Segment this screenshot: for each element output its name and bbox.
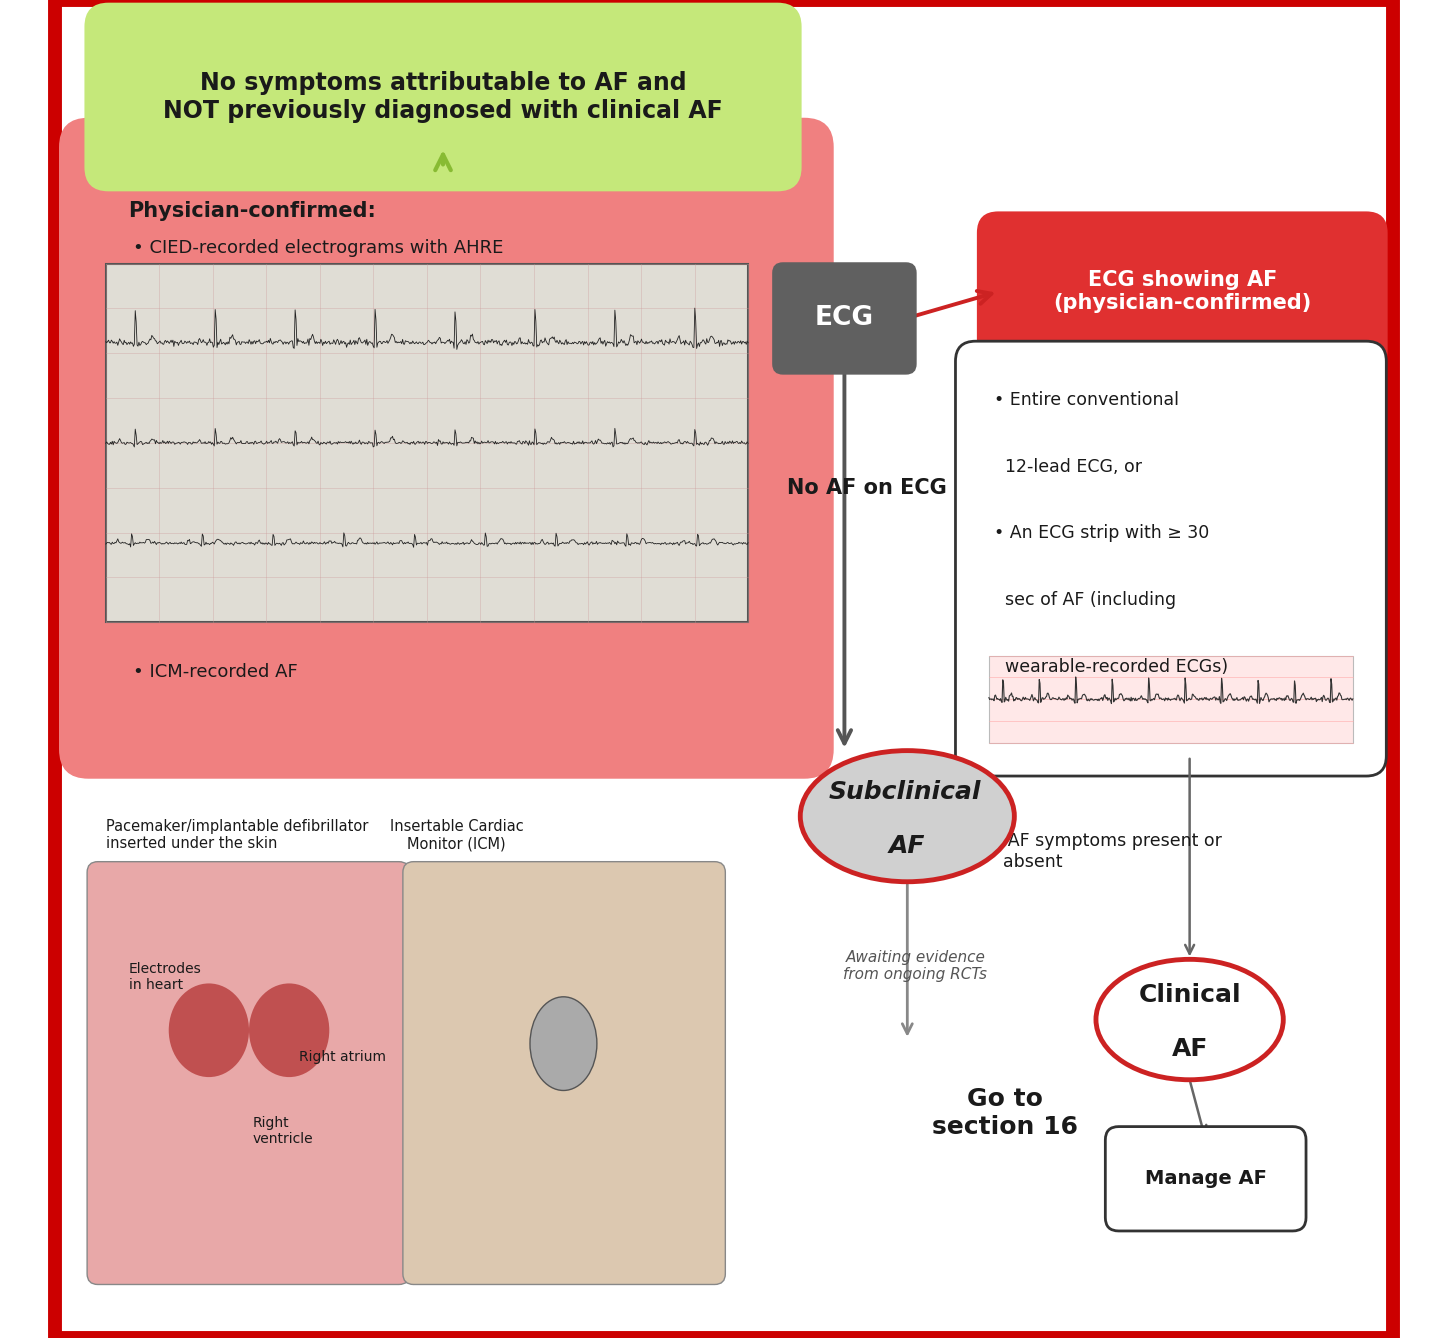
Text: Insertable Cardiac
Monitor (ICM): Insertable Cardiac Monitor (ICM) bbox=[390, 819, 523, 851]
FancyBboxPatch shape bbox=[772, 262, 917, 375]
Text: Subclinical: Subclinical bbox=[828, 780, 980, 804]
Bar bbox=[106, 264, 749, 622]
Text: Electrodes
in heart: Electrodes in heart bbox=[129, 962, 201, 991]
FancyBboxPatch shape bbox=[956, 341, 1386, 776]
Text: No symptoms attributable to AF and
NOT previously diagnosed with clinical AF: No symptoms attributable to AF and NOT p… bbox=[164, 71, 723, 123]
Text: Pacemaker/implantable defibrillator
inserted under the skin: Pacemaker/implantable defibrillator inse… bbox=[106, 819, 368, 851]
Text: ECG showing AF
(physician-confirmed): ECG showing AF (physician-confirmed) bbox=[1053, 270, 1312, 313]
FancyBboxPatch shape bbox=[87, 862, 410, 1284]
Text: • AF symptoms present or
  absent: • AF symptoms present or absent bbox=[992, 832, 1222, 871]
Ellipse shape bbox=[530, 997, 597, 1090]
Text: ECG: ECG bbox=[815, 305, 875, 332]
Bar bbox=[989, 656, 1352, 743]
Text: • An ECG strip with ≥ 30: • An ECG strip with ≥ 30 bbox=[995, 524, 1209, 542]
Text: • Entire conventional: • Entire conventional bbox=[995, 391, 1179, 408]
Text: No AF on ECG: No AF on ECG bbox=[788, 479, 947, 498]
FancyBboxPatch shape bbox=[84, 3, 802, 191]
Text: AF: AF bbox=[1171, 1037, 1208, 1061]
Text: wearable-recorded ECGs): wearable-recorded ECGs) bbox=[995, 658, 1228, 676]
FancyBboxPatch shape bbox=[1105, 1127, 1306, 1231]
Text: Physician-confirmed:: Physician-confirmed: bbox=[129, 202, 376, 221]
FancyBboxPatch shape bbox=[403, 862, 725, 1284]
Text: Right
ventricle: Right ventricle bbox=[253, 1116, 314, 1145]
Text: 12-lead ECG, or: 12-lead ECG, or bbox=[995, 458, 1142, 475]
Text: • CIED-recorded electrograms with AHRE: • CIED-recorded electrograms with AHRE bbox=[133, 238, 502, 257]
Text: Clinical: Clinical bbox=[1138, 983, 1241, 1008]
Text: Awaiting evidence
from ongoing RCTs: Awaiting evidence from ongoing RCTs bbox=[843, 950, 988, 982]
Text: • ICM-recorded AF: • ICM-recorded AF bbox=[133, 662, 297, 681]
Text: Go to
section 16: Go to section 16 bbox=[933, 1088, 1077, 1139]
Text: Right atrium: Right atrium bbox=[298, 1050, 385, 1064]
FancyBboxPatch shape bbox=[977, 211, 1387, 372]
Text: sec of AF (including: sec of AF (including bbox=[995, 591, 1176, 609]
Text: Manage AF: Manage AF bbox=[1145, 1169, 1267, 1188]
Ellipse shape bbox=[801, 751, 1015, 882]
Text: AF: AF bbox=[889, 834, 925, 858]
Ellipse shape bbox=[249, 983, 329, 1077]
Ellipse shape bbox=[1096, 959, 1283, 1080]
FancyBboxPatch shape bbox=[59, 118, 834, 779]
Ellipse shape bbox=[169, 983, 249, 1077]
